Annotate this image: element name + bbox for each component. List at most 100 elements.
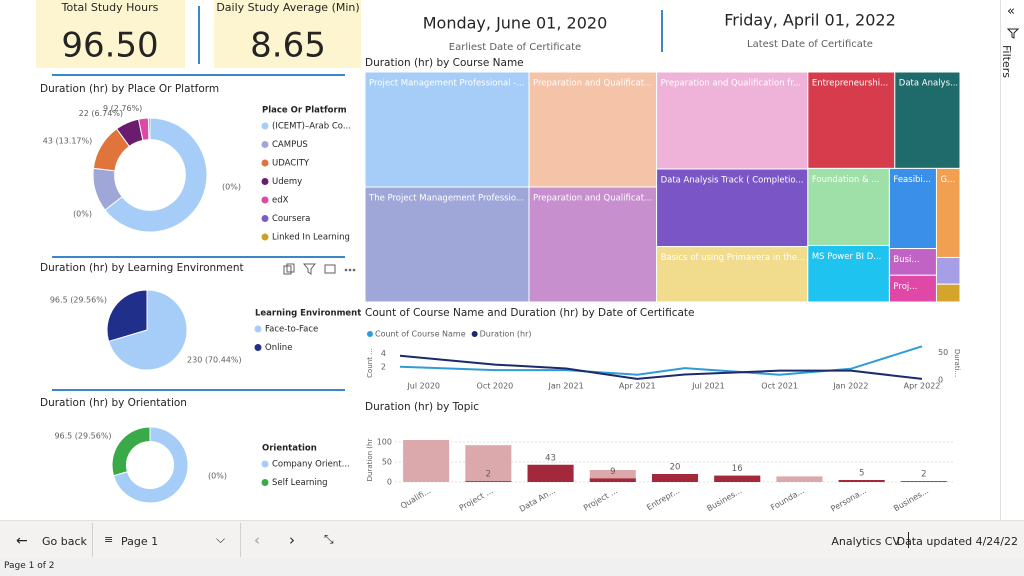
filters-pane[interactable]: « Filters: [1000, 0, 1024, 520]
card-bg: [36, 0, 185, 68]
y-tick-label: 4: [381, 349, 386, 358]
tile-label: Preparation and Qualificat...: [533, 194, 652, 204]
tile-label: Basics of using Primavera in the...: [661, 253, 806, 263]
card-value: 8.65: [250, 26, 326, 66]
chart-title: Duration (hr) by Course Name: [365, 57, 524, 69]
card-label: Daily Study Average (Min): [216, 1, 359, 14]
treemap-tile: [935, 283, 961, 303]
legend-marker: [367, 331, 373, 337]
data-label: 2: [486, 470, 491, 480]
bar: [403, 440, 450, 482]
tile-label: Data Analys...: [899, 79, 958, 89]
legend-title: Place Or Platform: [262, 106, 347, 116]
focus-icon[interactable]: ⤡: [324, 532, 334, 546]
tile-label: G...: [940, 175, 955, 185]
chart-title: Duration (hr) by Place Or Platform: [40, 83, 219, 95]
data-label: 43 (13.17%): [43, 137, 92, 146]
data-label: 9 (2.76%): [103, 104, 142, 113]
treemap-tile: [528, 71, 658, 188]
data-label: 22 (6.74%): [79, 109, 123, 118]
date-value: Friday, April 01, 2022: [724, 11, 896, 30]
legend-label: Company Orient...: [272, 460, 350, 470]
x-tick-label: Project ...: [582, 486, 619, 513]
data-label: 43: [545, 453, 556, 463]
legend-title: Orientation: [262, 444, 317, 454]
x-tick-label: Data An...: [518, 486, 557, 514]
data-label: 5: [859, 469, 864, 479]
separator: [908, 532, 909, 548]
separator: [240, 523, 241, 557]
x-tick-label: Jul 2020: [406, 382, 440, 391]
treemap-tile: [807, 244, 890, 303]
y-tick-label: 100: [377, 438, 392, 447]
treemap-tile: [807, 71, 896, 169]
next-page[interactable]: ›: [289, 531, 295, 549]
legend-marker: [261, 215, 269, 222]
tile-label: Data Analysis Track ( Completio...: [661, 175, 804, 185]
legend-label: edX: [272, 196, 289, 206]
bar: [589, 478, 636, 482]
treemap-tile: [935, 256, 961, 285]
page-select[interactable]: Page 1: [121, 535, 159, 548]
x-tick-label: Founda...: [769, 486, 806, 512]
dropdown-chevron[interactable]: ⌵: [216, 532, 226, 546]
x-tick-label: Apr 2021: [619, 382, 656, 391]
page-icon: ≡: [104, 533, 114, 546]
treemap-tile: [656, 246, 809, 303]
y-tick-label: 50: [382, 458, 392, 467]
back-arrow[interactable]: ←: [16, 533, 28, 549]
card-value: 96.50: [61, 26, 158, 66]
tile-label: MS Power BI D...: [812, 252, 882, 262]
chart-title: Duration (hr) by Learning Environment: [40, 262, 244, 274]
treemap-tile: [888, 274, 937, 303]
bar: [465, 481, 512, 482]
treemap-tile: [364, 186, 530, 303]
bar: [776, 476, 823, 482]
legend-marker: [261, 159, 269, 167]
tile-label: Entrepreneurshi...: [812, 79, 888, 89]
legend-label: UDACITY: [272, 159, 310, 169]
data-label: 9: [610, 467, 615, 477]
tile-label: Proj...: [893, 282, 917, 292]
prev-page[interactable]: ‹: [254, 531, 260, 549]
tile-label: Busi...: [893, 255, 919, 265]
page-status: Page 1 of 2: [4, 561, 55, 571]
legend-marker: [261, 233, 269, 241]
legend-marker: [261, 196, 269, 204]
y2-axis-title: Durati...: [953, 349, 961, 377]
legend-label: Linked In Learning: [272, 233, 350, 243]
x-tick-label: Jan 2022: [832, 382, 868, 391]
visual-header[interactable]: [283, 263, 356, 275]
x-tick-label: Qualifi...: [399, 486, 432, 510]
y-tick-label: 2: [381, 362, 386, 371]
annotation: (0%): [73, 210, 92, 219]
chart-title: Duration (hr) by Orientation: [40, 397, 187, 409]
line-series: [399, 354, 923, 380]
treemap-tile: [807, 167, 890, 246]
legend-label: Online: [265, 343, 292, 353]
tile-label: Feasibi...: [893, 175, 931, 185]
annotation: (0%): [208, 472, 227, 481]
report-name: Analytics CV: [831, 535, 900, 548]
treemap-tile: [888, 167, 937, 250]
bar: [714, 475, 761, 482]
legend-marker: [261, 178, 269, 185]
legend-marker: [261, 479, 269, 486]
y-axis-title: Duration (hr: [366, 439, 374, 482]
treemap-tile: [656, 71, 809, 170]
x-tick-label: Oct 2021: [761, 382, 798, 391]
tile-label: Preparation and Qualification fr...: [661, 79, 802, 89]
go-back[interactable]: Go back: [42, 535, 87, 548]
collapse-icon[interactable]: «: [1007, 4, 1015, 19]
x-tick-label: Apr 2022: [904, 382, 941, 391]
tile-label: Foundation & ...: [812, 175, 880, 185]
annotation: (0%): [222, 183, 241, 192]
slice: [108, 289, 188, 371]
legend-marker: [261, 460, 269, 468]
legend-marker: [471, 331, 478, 337]
separator: [92, 523, 93, 557]
legend-title: Learning Environment: [255, 309, 361, 319]
treemap-tile: [528, 186, 658, 303]
filters-label: Filters: [999, 45, 1013, 78]
legend-label: Count of Course Name: [375, 330, 466, 339]
